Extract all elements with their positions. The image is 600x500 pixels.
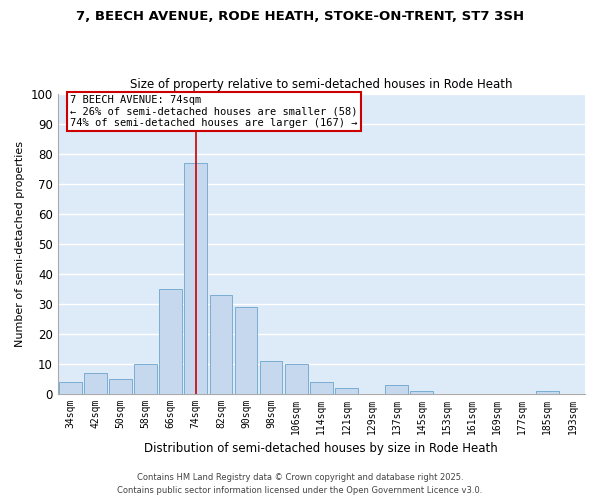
Text: 7 BEECH AVENUE: 74sqm
← 26% of semi-detached houses are smaller (58)
74% of semi: 7 BEECH AVENUE: 74sqm ← 26% of semi-deta… (70, 95, 358, 128)
Bar (285, 364, 308, 394)
Bar (84, 372, 107, 394)
Bar (260, 360, 283, 394)
Bar (184, 162, 207, 394)
Bar (160, 288, 182, 394)
Text: Contains HM Land Registry data © Crown copyright and database right 2025.
Contai: Contains HM Land Registry data © Crown c… (118, 474, 482, 495)
Text: 7, BEECH AVENUE, RODE HEATH, STOKE-ON-TRENT, ST7 3SH: 7, BEECH AVENUE, RODE HEATH, STOKE-ON-TR… (76, 10, 524, 23)
Bar (209, 294, 232, 394)
Bar (109, 378, 132, 394)
Bar (134, 364, 157, 394)
Bar (59, 382, 82, 394)
Bar (310, 382, 332, 394)
X-axis label: Distribution of semi-detached houses by size in Rode Heath: Distribution of semi-detached houses by … (145, 442, 498, 455)
Bar (536, 390, 559, 394)
Bar (410, 390, 433, 394)
Bar (385, 384, 408, 394)
Bar (235, 306, 257, 394)
Y-axis label: Number of semi-detached properties: Number of semi-detached properties (15, 140, 25, 346)
Bar (335, 388, 358, 394)
Title: Size of property relative to semi-detached houses in Rode Heath: Size of property relative to semi-detach… (130, 78, 512, 91)
